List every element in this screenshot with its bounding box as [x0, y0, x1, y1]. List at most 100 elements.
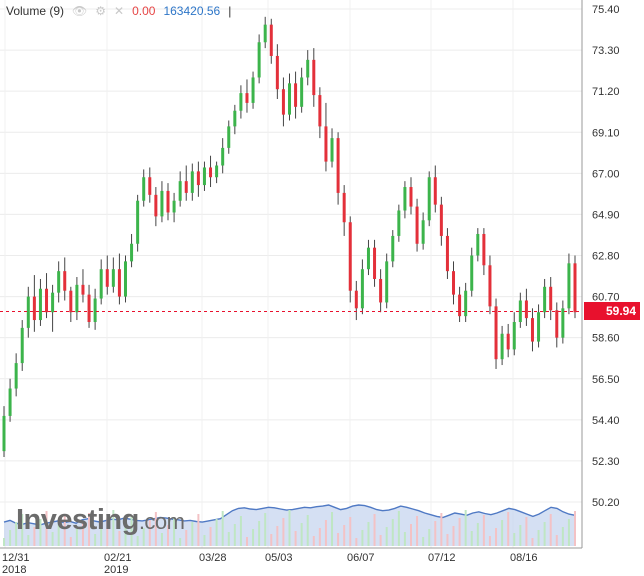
candle-down	[63, 271, 67, 291]
candle-down	[275, 55, 279, 90]
candle-down	[105, 269, 109, 287]
candle-down	[445, 235, 449, 272]
candle-up	[263, 24, 267, 43]
eye-icon[interactable]: 👁	[72, 4, 88, 18]
x-tick-label: 05/03	[265, 552, 293, 564]
candle-down	[379, 278, 383, 303]
candle-down	[524, 300, 528, 319]
x-tick-label: 12/31	[2, 552, 30, 564]
candle-up	[130, 243, 134, 262]
x-tick-label: 03/28	[199, 552, 227, 564]
y-tick-label: 71.20	[592, 86, 620, 98]
candle-up	[172, 200, 176, 213]
candle-up	[221, 147, 225, 166]
candle-up	[160, 190, 164, 217]
candle-up	[500, 333, 504, 360]
candle-down	[45, 288, 49, 313]
candle-up	[470, 255, 474, 291]
candle-down	[452, 271, 456, 295]
candle-down	[196, 171, 200, 186]
candle-down	[324, 126, 328, 162]
x-year-label: 2019	[104, 564, 128, 576]
candle-up	[300, 77, 304, 107]
candle-down	[555, 310, 559, 338]
y-tick-label: 54.40	[592, 415, 620, 427]
candle-down	[209, 167, 213, 178]
candle-up	[366, 247, 370, 270]
candle-up	[227, 126, 231, 148]
candle-up	[391, 235, 395, 262]
candle-up	[75, 284, 79, 313]
x-tick-label: 06/07	[347, 552, 375, 564]
candle-up	[26, 296, 30, 328]
candle-down	[87, 294, 91, 323]
y-tick-label: 52.30	[592, 456, 620, 468]
volume-area-line	[3, 504, 576, 526]
x-tick-label: 02/21	[104, 552, 132, 564]
close-icon[interactable]: ✕	[114, 4, 125, 18]
candle-up	[215, 165, 219, 178]
y-tick-label: 58.60	[592, 333, 620, 345]
candle-down	[494, 306, 498, 360]
candle-up	[8, 388, 12, 416]
x-tick-label: 08/16	[510, 552, 538, 564]
candle-down	[245, 93, 249, 103]
candle-up	[512, 322, 516, 350]
y-tick-label: 67.00	[592, 168, 620, 180]
candle-up	[567, 263, 571, 309]
last-price-tag: 59.94	[584, 302, 640, 321]
candle-down	[415, 206, 419, 244]
candle-down	[354, 290, 358, 309]
investing-logo: Investing.com	[16, 504, 185, 537]
candle-up	[518, 300, 522, 323]
candle-down	[482, 233, 486, 266]
candle-up	[93, 298, 97, 323]
candle-down	[154, 194, 158, 217]
candle-down	[549, 286, 553, 311]
candle-down	[506, 333, 510, 350]
candle-down	[312, 59, 316, 96]
candle-down	[336, 138, 340, 193]
candle-up	[385, 261, 389, 303]
gear-icon[interactable]: ⚙	[95, 4, 107, 18]
candle-up	[403, 187, 407, 211]
x-year-label: 2018	[2, 564, 26, 576]
candle-up	[251, 77, 255, 103]
candle-down	[530, 318, 534, 342]
legend-volume: 163420.56	[163, 4, 221, 18]
candle-down	[458, 294, 462, 317]
y-tick-label: 73.30	[592, 45, 620, 57]
candle-up	[233, 110, 237, 127]
x-tick-label: 07/12	[428, 552, 456, 564]
candle-down	[69, 290, 73, 313]
candle-up	[111, 269, 115, 287]
y-tick-label: 75.40	[592, 4, 620, 16]
candle-down	[81, 284, 85, 295]
candle-down	[488, 265, 492, 307]
y-tick-label: 64.90	[592, 209, 620, 221]
candle-down	[373, 247, 377, 279]
candle-up	[543, 286, 547, 313]
candle-up	[136, 200, 140, 244]
y-tick-label: 69.10	[592, 127, 620, 139]
legend-indicator-name: Volume (9)	[6, 4, 65, 18]
candle-up	[330, 138, 334, 162]
candle-down	[318, 95, 322, 127]
candle-up	[257, 42, 261, 78]
brand-name: Investing	[16, 504, 139, 536]
y-tick-label: 60.70	[592, 292, 620, 304]
candle-down	[32, 296, 36, 321]
candle-up	[421, 220, 425, 244]
y-tick-label: 56.50	[592, 374, 620, 386]
candle-down	[269, 24, 273, 56]
candle-up	[178, 181, 182, 201]
candle-up	[202, 167, 206, 186]
candle-up	[99, 269, 103, 299]
brand-suffix: .com	[138, 509, 185, 534]
plot-area	[0, 0, 582, 548]
candle-up	[427, 177, 431, 221]
candle-down	[439, 204, 443, 236]
chart-legend: Volume (9) 👁 ⚙ ✕ 0.00 163420.56 |	[6, 4, 231, 18]
y-tick-label: 50.20	[592, 497, 620, 509]
